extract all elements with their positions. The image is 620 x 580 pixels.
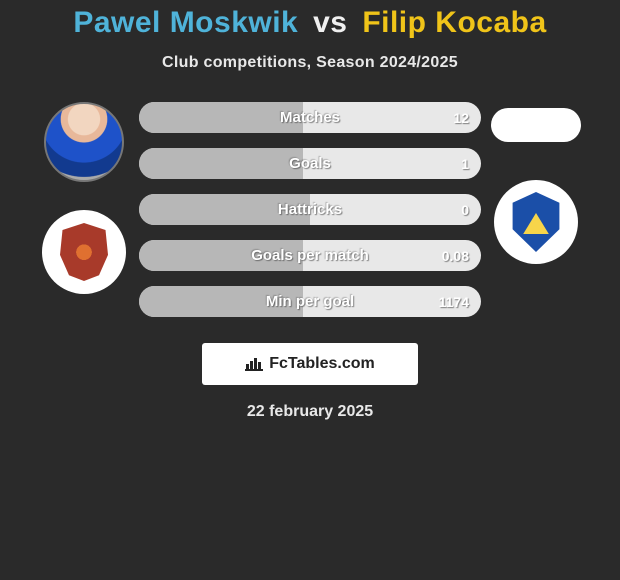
stat-row-matches: Matches 12: [139, 102, 481, 133]
chart-icon: [245, 357, 263, 371]
left-side: [29, 102, 139, 294]
shield-icon: [59, 223, 109, 281]
stat-label: Matches: [280, 109, 340, 126]
vs-label: vs: [313, 6, 347, 39]
stat-label: Min per goal: [266, 293, 354, 310]
source-logo: FcTables.com: [202, 343, 418, 385]
stat-val-right: 0: [461, 202, 469, 218]
stat-label: Goals per match: [251, 247, 369, 264]
page-title: Pawel Moskwik vs Filip Kocaba: [0, 6, 620, 40]
stat-val-right: 12: [453, 110, 469, 126]
stat-label: Goals: [289, 155, 331, 172]
stat-fill: [139, 102, 303, 133]
right-side: [481, 102, 591, 264]
player1-club-badge: [42, 210, 126, 294]
comparison-body: Matches 12 Goals 1 Hattricks 0 Goals per…: [0, 102, 620, 317]
comparison-card: Pawel Moskwik vs Filip Kocaba Club compe…: [0, 0, 620, 580]
player2-pill: [491, 108, 581, 142]
stat-val-right: 1: [461, 156, 469, 172]
date-line: 22 february 2025: [0, 403, 620, 421]
stat-fill: [139, 148, 303, 179]
player2-name: Filip Kocaba: [362, 6, 546, 39]
subtitle: Club competitions, Season 2024/2025: [0, 54, 620, 72]
stat-val-right: 1174: [439, 294, 469, 310]
stat-label: Hattricks: [278, 201, 342, 218]
stat-row-gpm: Goals per match 0.08: [139, 240, 481, 271]
stat-row-mpg: Min per goal 1174: [139, 286, 481, 317]
player2-club-badge: [494, 180, 578, 264]
stat-row-hattricks: Hattricks 0: [139, 194, 481, 225]
player1-avatar: [44, 102, 124, 182]
logo-text: FcTables.com: [269, 355, 375, 373]
stat-val-right: 0.08: [442, 248, 469, 264]
player1-name: Pawel Moskwik: [73, 6, 298, 39]
stats-list: Matches 12 Goals 1 Hattricks 0 Goals per…: [139, 102, 481, 317]
stat-row-goals: Goals 1: [139, 148, 481, 179]
shield-icon: [510, 192, 562, 252]
